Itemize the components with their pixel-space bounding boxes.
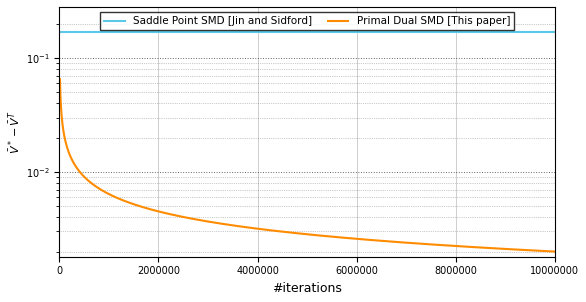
Primal Dual SMD [This paper] bbox=[246, 226, 253, 230]
Primal Dual SMD [This paper] bbox=[56, 77, 63, 81]
Y-axis label: $\bar{V}^* - \bar{V}^T$: $\bar{V}^* - \bar{V}^T$ bbox=[7, 110, 23, 154]
Primal Dual SMD [This paper] bbox=[541, 249, 548, 253]
Line: Primal Dual SMD [This paper]: Primal Dual SMD [This paper] bbox=[60, 79, 554, 252]
X-axis label: #iterations: #iterations bbox=[272, 282, 342, 295]
Primal Dual SMD [This paper] bbox=[268, 229, 275, 232]
Primal Dual SMD [This paper] bbox=[113, 196, 120, 199]
Primal Dual SMD [This paper] bbox=[142, 206, 149, 210]
Legend: Saddle Point SMD [Jin and Sidford], Primal Dual SMD [This paper]: Saddle Point SMD [Jin and Sidford], Prim… bbox=[100, 12, 515, 31]
Primal Dual SMD [This paper] bbox=[551, 250, 558, 253]
Primal Dual SMD [This paper] bbox=[488, 246, 495, 250]
